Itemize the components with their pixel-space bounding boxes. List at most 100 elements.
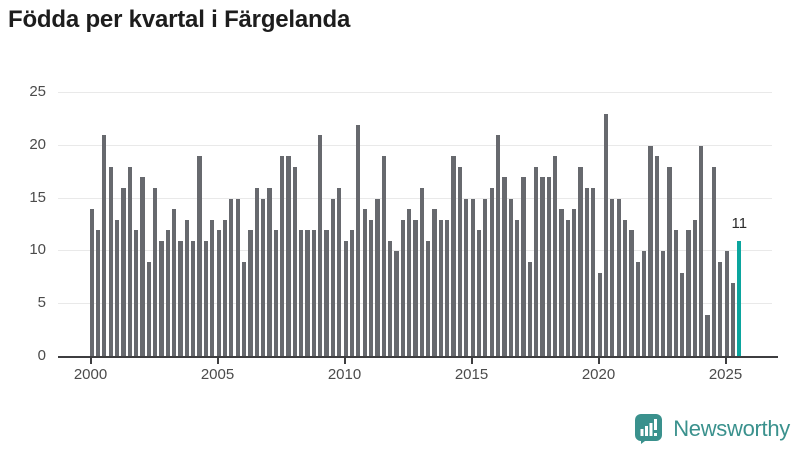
bar xyxy=(254,188,259,357)
bar xyxy=(616,198,621,357)
bar xyxy=(546,177,551,357)
bar xyxy=(267,188,272,357)
bar xyxy=(591,188,596,357)
bar xyxy=(711,166,717,357)
bar xyxy=(400,219,405,357)
bar xyxy=(578,166,583,357)
bar xyxy=(248,230,253,357)
bar xyxy=(273,230,278,357)
y-axis-label: 10 xyxy=(29,241,46,259)
bar xyxy=(426,240,431,357)
bar xyxy=(629,230,634,357)
x-axis-label: 2005 xyxy=(200,366,235,383)
bar xyxy=(349,230,355,357)
bar xyxy=(610,198,615,357)
gridline xyxy=(58,144,772,146)
bar xyxy=(172,209,177,357)
bar xyxy=(235,198,240,357)
bar xyxy=(438,219,444,357)
bar xyxy=(667,166,672,357)
bar xyxy=(508,198,513,357)
bar xyxy=(299,230,304,357)
y-axis-label: 15 xyxy=(29,188,46,206)
bar xyxy=(146,261,151,357)
x-axis-tick xyxy=(597,358,600,364)
bar xyxy=(178,240,183,357)
bar xyxy=(280,156,285,357)
bar xyxy=(286,156,291,357)
y-axis-label: 20 xyxy=(29,135,46,153)
chart-title: Födda per kvartal i Färgelanda xyxy=(8,6,351,33)
y-axis-label: 0 xyxy=(37,347,46,364)
bar xyxy=(724,251,729,357)
bar xyxy=(133,230,139,357)
bar xyxy=(457,166,463,357)
bar xyxy=(464,198,469,357)
bar xyxy=(229,198,234,357)
newsworthy-brand-text: Newsworthy xyxy=(673,415,790,441)
bar xyxy=(432,209,437,357)
bar xyxy=(540,177,545,357)
bar xyxy=(705,314,710,357)
bar xyxy=(584,188,590,357)
bar xyxy=(318,135,323,357)
bar xyxy=(381,156,386,357)
x-axis-label: 2025 xyxy=(708,366,743,383)
x-axis-label: 2000 xyxy=(73,366,108,383)
bar xyxy=(368,219,374,357)
bar xyxy=(419,188,424,357)
bar xyxy=(413,219,418,357)
bar xyxy=(495,135,501,357)
bar xyxy=(559,209,564,357)
highlighted-bar xyxy=(737,240,742,357)
bar xyxy=(165,230,170,357)
bar xyxy=(407,209,412,357)
bar xyxy=(597,272,602,357)
bar xyxy=(260,198,266,357)
bar-value-label: 11 xyxy=(731,214,748,232)
bar xyxy=(502,177,507,357)
x-axis-tick xyxy=(470,358,473,364)
bar xyxy=(343,240,348,357)
bar xyxy=(470,198,475,357)
bar-chart-plot-area: 0 5 10 15 20 25 2000 2005 2010 2015 2020 2025 11 xyxy=(29,83,778,383)
bar xyxy=(153,188,158,357)
bar xyxy=(216,230,221,357)
bar xyxy=(635,261,640,357)
bar xyxy=(514,219,520,357)
bar xyxy=(622,219,628,357)
bar xyxy=(210,219,215,357)
bar xyxy=(241,261,247,357)
bar xyxy=(534,166,539,357)
y-axis-label: 5 xyxy=(37,294,46,312)
x-axis-tick xyxy=(216,358,219,364)
gridline xyxy=(58,92,772,93)
bar xyxy=(102,135,107,357)
bar xyxy=(203,240,209,357)
bar xyxy=(648,145,653,357)
bar xyxy=(603,114,609,357)
bar xyxy=(661,251,666,357)
bar xyxy=(699,145,704,357)
bar xyxy=(686,230,691,357)
x-axis-tick xyxy=(343,358,346,364)
bar xyxy=(114,219,120,357)
bar xyxy=(184,219,190,357)
bar xyxy=(565,219,571,357)
newsworthy-footer: Newsworthy xyxy=(634,413,790,444)
bar xyxy=(89,209,94,357)
bar xyxy=(445,219,450,357)
bar xyxy=(527,261,532,357)
x-axis-tick xyxy=(89,358,92,364)
x-axis-line xyxy=(58,356,778,358)
bar xyxy=(305,230,310,357)
bar xyxy=(337,188,342,357)
newsworthy-logo-icon xyxy=(635,414,663,444)
bar xyxy=(330,198,336,357)
bar xyxy=(673,230,678,357)
bar xyxy=(680,272,685,357)
bar xyxy=(362,209,367,357)
bar xyxy=(641,251,647,357)
bar xyxy=(394,251,399,357)
